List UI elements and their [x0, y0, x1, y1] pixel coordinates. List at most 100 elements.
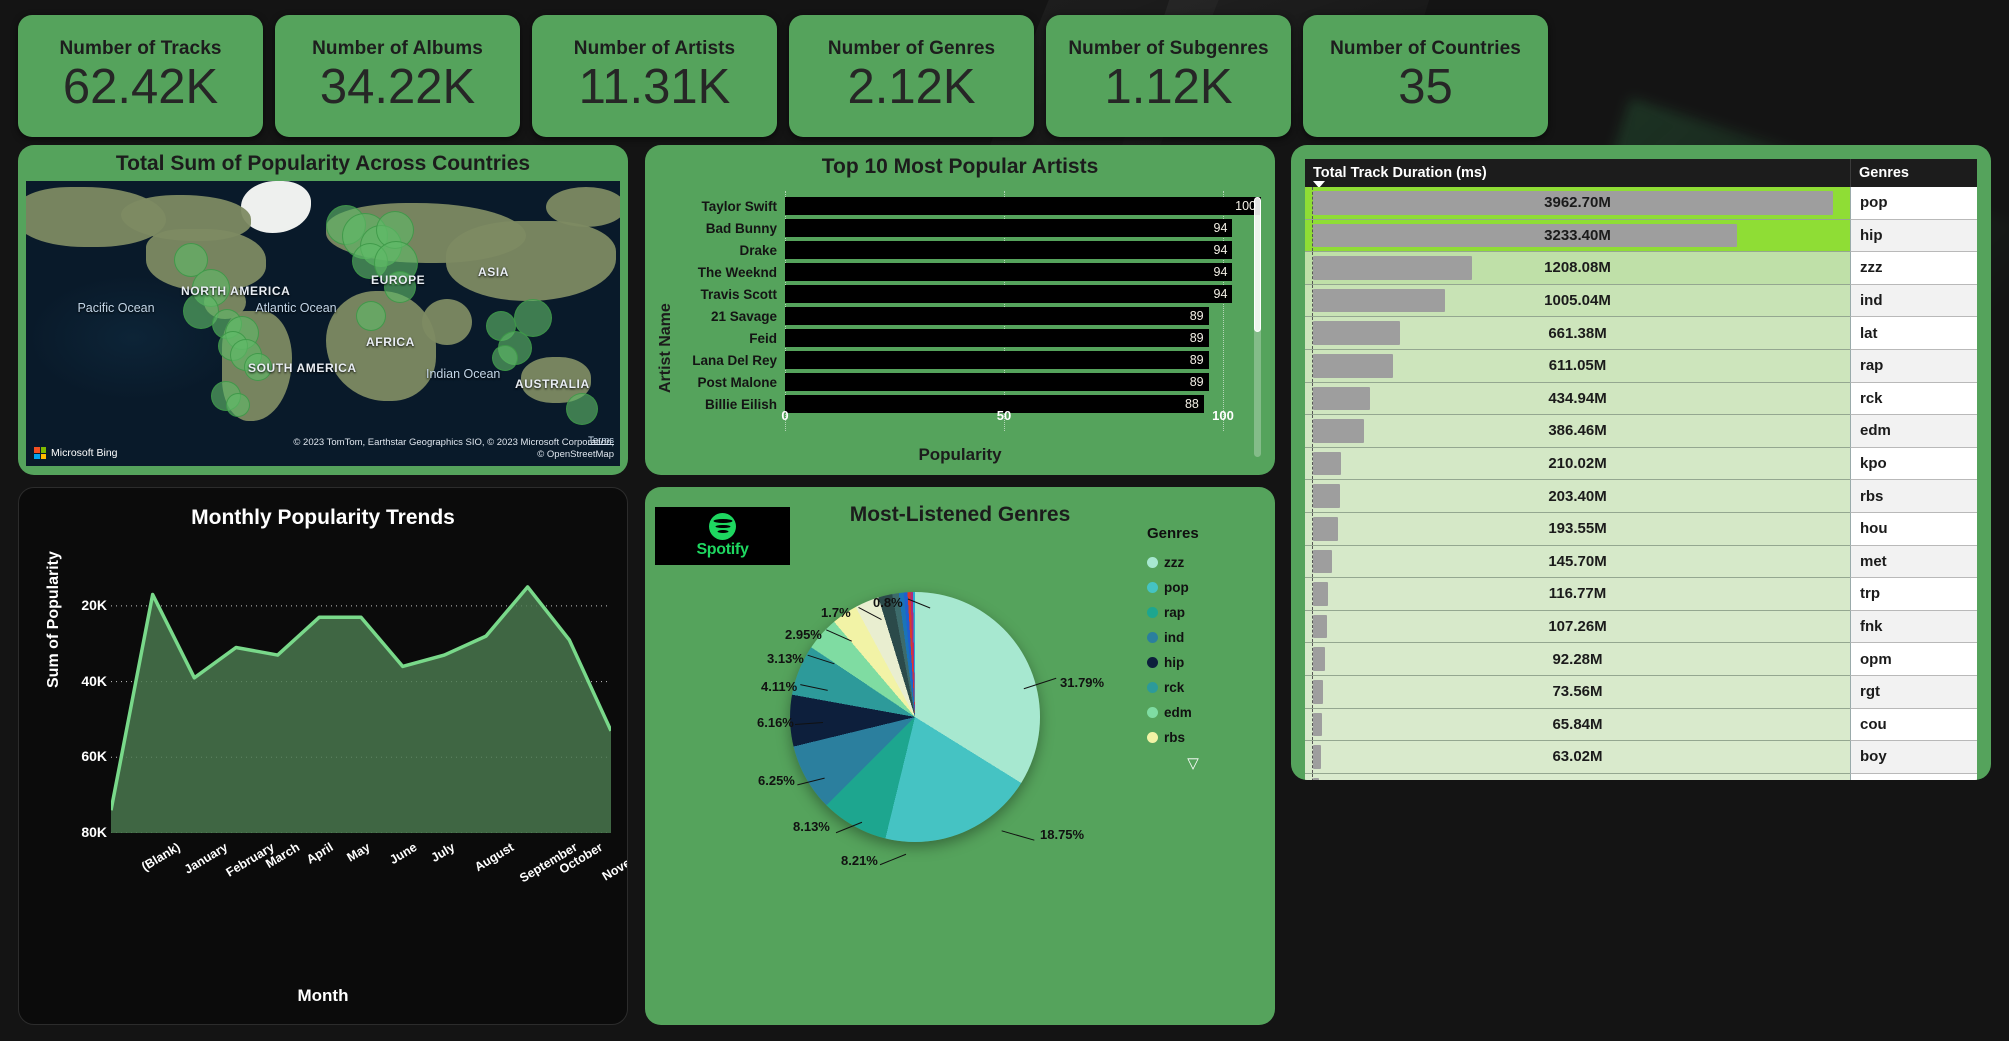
kpi-card-subgenres[interactable]: Number of Subgenres 1.12K	[1046, 15, 1291, 137]
map-bubble[interactable]	[384, 271, 416, 303]
legend-item[interactable]: rck	[1147, 675, 1239, 700]
kpi-card-artists[interactable]: Number of Artists 11.31K	[532, 15, 777, 137]
table-cell-duration[interactable]: 1005.04M	[1305, 284, 1850, 318]
table-row[interactable]: 107.26M fnk	[1305, 610, 1977, 644]
table-cell-duration[interactable]: 611.05M	[1305, 349, 1850, 383]
table-cell-duration[interactable]: 116.77M	[1305, 578, 1850, 611]
table-row[interactable]: 210.02M kpo	[1305, 447, 1977, 481]
table-cell-genre[interactable]: opm	[1850, 643, 1977, 676]
table-cell-genre[interactable]: jaz	[1850, 773, 1977, 780]
legend-item[interactable]: hip	[1147, 650, 1239, 675]
bar-fill[interactable]: 89	[785, 329, 1209, 347]
bar-fill[interactable]: 89	[785, 307, 1209, 325]
pie-wrap[interactable]	[790, 592, 1040, 842]
table-cell-genre[interactable]: pop	[1850, 187, 1977, 220]
bar-chart-panel[interactable]: Top 10 Most Popular Artists Artist Name …	[645, 145, 1275, 475]
map-bubble[interactable]	[492, 345, 518, 371]
column-header-genres[interactable]: Genres	[1850, 159, 1977, 187]
legend-item[interactable]: edm	[1147, 700, 1239, 725]
table-row[interactable]: 92.28M opm	[1305, 643, 1977, 676]
table-row[interactable]: 145.70M met	[1305, 545, 1977, 579]
table-row[interactable]: 63.02M boy	[1305, 741, 1977, 774]
bar-row[interactable]: Lana Del Rey 89	[681, 349, 1261, 371]
kpi-card-countries[interactable]: Number of Countries 35	[1303, 15, 1548, 137]
table-row[interactable]: 1208.08M zzz	[1305, 252, 1977, 285]
table-cell-duration[interactable]: 193.55M	[1305, 512, 1850, 546]
table-cell-duration[interactable]: 661.38M	[1305, 317, 1850, 350]
table-row[interactable]: 1005.04M ind	[1305, 284, 1977, 318]
table-cell-duration[interactable]: 73.56M	[1305, 675, 1850, 709]
table-row[interactable]: 116.77M trp	[1305, 578, 1977, 611]
bar-row[interactable]: Feid 89	[681, 327, 1261, 349]
chevron-down-icon[interactable]: ▽	[1187, 755, 1199, 772]
kpi-card-albums[interactable]: Number of Albums 34.22K	[275, 15, 520, 137]
bar-fill[interactable]: 94	[785, 285, 1233, 303]
map-bubble[interactable]	[356, 301, 386, 331]
table-cell-duration[interactable]: 63.02M	[1305, 741, 1850, 774]
table-row[interactable]: 434.94M rck	[1305, 382, 1977, 416]
table-row[interactable]: 73.56M rgt	[1305, 675, 1977, 709]
sort-descending-icon[interactable]	[1313, 181, 1325, 188]
bar-row[interactable]: Post Malone 89	[681, 371, 1261, 393]
legend-item[interactable]: rap	[1147, 600, 1239, 625]
bar-fill[interactable]: 94	[785, 219, 1233, 237]
scrollbar-thumb[interactable]	[1254, 197, 1261, 332]
table-cell-duration[interactable]: 203.40M	[1305, 480, 1850, 513]
table-cell-duration[interactable]: 65.84M	[1305, 708, 1850, 742]
table-cell-genre[interactable]: cou	[1850, 708, 1977, 742]
table-row[interactable]: 3962.70M pop	[1305, 187, 1977, 220]
table-panel[interactable]: Total Track Duration (ms) Genres 3962.70…	[1291, 145, 1991, 780]
bar-fill[interactable]: 94	[785, 241, 1233, 259]
bar-row[interactable]: 21 Savage 89	[681, 305, 1261, 327]
table-row[interactable]: 661.38M lat	[1305, 317, 1977, 350]
table-cell-genre[interactable]: trp	[1850, 578, 1977, 611]
column-header-duration[interactable]: Total Track Duration (ms)	[1305, 159, 1850, 188]
table-cell-duration[interactable]: 107.26M	[1305, 610, 1850, 644]
table-cell-genre[interactable]: ind	[1850, 284, 1977, 318]
legend-item[interactable]: rbs	[1147, 725, 1239, 750]
table-row[interactable]: 3233.40M hip	[1305, 219, 1977, 253]
table-cell-genre[interactable]: kpo	[1850, 447, 1977, 481]
map-bubble[interactable]	[514, 299, 552, 337]
table-row[interactable]: 386.46M edm	[1305, 415, 1977, 448]
pie-chart-panel[interactable]: Most-Listened Genres Spotify 31.79% 18.75…	[645, 487, 1275, 1025]
table-cell-duration[interactable]: 210.02M	[1305, 447, 1850, 481]
table-cell-duration[interactable]: 1208.08M	[1305, 252, 1850, 285]
kpi-card-genres[interactable]: Number of Genres 2.12K	[789, 15, 1034, 137]
table-cell-genre[interactable]: boy	[1850, 741, 1977, 774]
legend-item[interactable]: pop	[1147, 575, 1239, 600]
legend-item[interactable]: ind	[1147, 625, 1239, 650]
table-cell-genre[interactable]: edm	[1850, 415, 1977, 448]
line-chart-panel[interactable]: Monthly Popularity Trends Sum of Popular…	[18, 487, 628, 1025]
table-cell-genre[interactable]: rgt	[1850, 675, 1977, 709]
table-row[interactable]: 31.79Mjaz	[1305, 773, 1977, 780]
map-bubble[interactable]	[226, 393, 250, 417]
bar-row[interactable]: Drake 94	[681, 239, 1261, 261]
legend-item[interactable]: zzz	[1147, 550, 1239, 575]
table-cell-duration[interactable]: 31.79M	[1305, 773, 1850, 780]
map-terms-link[interactable]: Terms	[588, 435, 614, 446]
table-cell-duration[interactable]: 3233.40M	[1305, 219, 1850, 253]
table-cell-genre[interactable]: met	[1850, 545, 1977, 579]
bar-fill[interactable]: 89	[785, 373, 1209, 391]
table-row[interactable]: 193.55M hou	[1305, 512, 1977, 546]
kpi-card-tracks[interactable]: Number of Tracks 62.42K	[18, 15, 263, 137]
bar-row[interactable]: The Weeknd 94	[681, 261, 1261, 283]
map-panel[interactable]: Total Sum of Popularity Across Countries	[18, 145, 628, 475]
table-cell-genre[interactable]: rck	[1850, 382, 1977, 416]
bar-fill[interactable]: 88	[785, 395, 1204, 413]
bar-fill[interactable]: 94	[785, 263, 1233, 281]
bar-chart-scrollbar[interactable]	[1254, 197, 1261, 457]
table-cell-genre[interactable]: rbs	[1850, 480, 1977, 513]
table-row[interactable]: 65.84M cou	[1305, 708, 1977, 742]
table-cell-genre[interactable]: rap	[1850, 349, 1977, 383]
bar-row[interactable]: Taylor Swift 100	[681, 195, 1261, 217]
bar-row[interactable]: Bad Bunny 94	[681, 217, 1261, 239]
table-cell-genre[interactable]: fnk	[1850, 610, 1977, 644]
table-cell-genre[interactable]: hip	[1850, 219, 1977, 253]
pie-slices[interactable]	[790, 592, 1040, 842]
table-cell-genre[interactable]: hou	[1850, 512, 1977, 546]
table-cell-duration[interactable]: 145.70M	[1305, 545, 1850, 579]
table-cell-duration[interactable]: 386.46M	[1305, 415, 1850, 448]
table-row[interactable]: 203.40M rbs	[1305, 480, 1977, 513]
